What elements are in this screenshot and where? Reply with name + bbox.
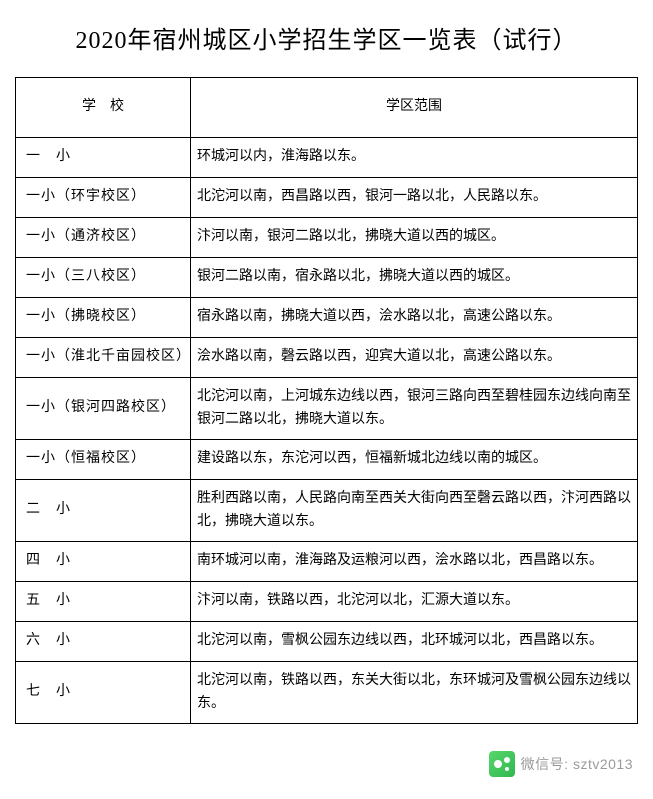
wechat-watermark: 微信号: sztv2013: [489, 751, 633, 777]
cell-scope: 北沱河以南，铁路以西，东关大街以北，东环城河及雪枫公园东边线以东。: [191, 662, 638, 724]
cell-scope: 宿永路以南，拂晓大道以西，浍水路以北，高速公路以东。: [191, 298, 638, 338]
cell-school: 五 小: [16, 582, 191, 622]
table-row: 一小（通济校区）汴河以南，银河二路以北，拂晓大道以西的城区。: [16, 218, 638, 258]
wechat-value: sztv2013: [573, 756, 633, 772]
cell-school: 七 小: [16, 662, 191, 724]
wechat-label: 微信号: [521, 756, 565, 772]
table-header-row: 学 校 学区范围: [16, 78, 638, 138]
cell-school: 二 小: [16, 480, 191, 542]
wechat-text: 微信号: sztv2013: [521, 754, 633, 774]
wechat-icon: [489, 751, 515, 777]
table-row: 一 小环城河以内，淮海路以东。: [16, 138, 638, 178]
cell-school: 一小（恒福校区）: [16, 440, 191, 480]
cell-scope: 建设路以东，东沱河以西，恒福新城北边线以南的城区。: [191, 440, 638, 480]
cell-school: 六 小: [16, 622, 191, 662]
table-row: 六 小北沱河以南，雪枫公园东边线以西，北环城河以北，西昌路以东。: [16, 622, 638, 662]
cell-school: 四 小: [16, 542, 191, 582]
cell-school: 一小（拂晓校区）: [16, 298, 191, 338]
col-header-scope: 学区范围: [191, 78, 638, 138]
cell-school: 一小（三八校区）: [16, 258, 191, 298]
district-table: 学 校 学区范围 一 小环城河以内，淮海路以东。一小（环宇校区）北沱河以南，西昌…: [15, 77, 638, 724]
cell-scope: 银河二路以南，宿永路以北，拂晓大道以西的城区。: [191, 258, 638, 298]
cell-school: 一小（银河四路校区）: [16, 378, 191, 440]
cell-scope: 环城河以内，淮海路以东。: [191, 138, 638, 178]
table-row: 七 小北沱河以南，铁路以西，东关大街以北，东环城河及雪枫公园东边线以东。: [16, 662, 638, 724]
table-row: 一小（淮北千亩园校区）浍水路以南，磬云路以西，迎宾大道以北，高速公路以东。: [16, 338, 638, 378]
cell-scope: 浍水路以南，磬云路以西，迎宾大道以北，高速公路以东。: [191, 338, 638, 378]
cell-school: 一小（环宇校区）: [16, 178, 191, 218]
table-row: 一小（恒福校区）建设路以东，东沱河以西，恒福新城北边线以南的城区。: [16, 440, 638, 480]
cell-scope: 汴河以南，铁路以西，北沱河以北，汇源大道以东。: [191, 582, 638, 622]
cell-scope: 汴河以南，银河二路以北，拂晓大道以西的城区。: [191, 218, 638, 258]
cell-scope: 北沱河以南，西昌路以西，银河一路以北，人民路以东。: [191, 178, 638, 218]
table-row: 四 小南环城河以南，淮海路及运粮河以西，浍水路以北，西昌路以东。: [16, 542, 638, 582]
table-row: 一小（银河四路校区）北沱河以南，上河城东边线以西，银河三路向西至碧桂园东边线向南…: [16, 378, 638, 440]
table-row: 五 小汴河以南，铁路以西，北沱河以北，汇源大道以东。: [16, 582, 638, 622]
cell-school: 一小（淮北千亩园校区）: [16, 338, 191, 378]
table-row: 一小（环宇校区）北沱河以南，西昌路以西，银河一路以北，人民路以东。: [16, 178, 638, 218]
cell-scope: 北沱河以南，上河城东边线以西，银河三路向西至碧桂园东边线向南至银河二路以北，拂晓…: [191, 378, 638, 440]
cell-scope: 胜利西路以南，人民路向南至西关大街向西至磬云路以西，汴河西路以北，拂晓大道以东。: [191, 480, 638, 542]
table-row: 一小（三八校区）银河二路以南，宿永路以北，拂晓大道以西的城区。: [16, 258, 638, 298]
table-row: 一小（拂晓校区）宿永路以南，拂晓大道以西，浍水路以北，高速公路以东。: [16, 298, 638, 338]
cell-scope: 北沱河以南，雪枫公园东边线以西，北环城河以北，西昌路以东。: [191, 622, 638, 662]
cell-school: 一 小: [16, 138, 191, 178]
col-header-school: 学 校: [16, 78, 191, 138]
page-title: 2020年宿州城区小学招生学区一览表（试行）: [15, 20, 638, 55]
cell-scope: 南环城河以南，淮海路及运粮河以西，浍水路以北，西昌路以东。: [191, 542, 638, 582]
table-row: 二 小胜利西路以南，人民路向南至西关大街向西至磬云路以西，汴河西路以北，拂晓大道…: [16, 480, 638, 542]
cell-school: 一小（通济校区）: [16, 218, 191, 258]
